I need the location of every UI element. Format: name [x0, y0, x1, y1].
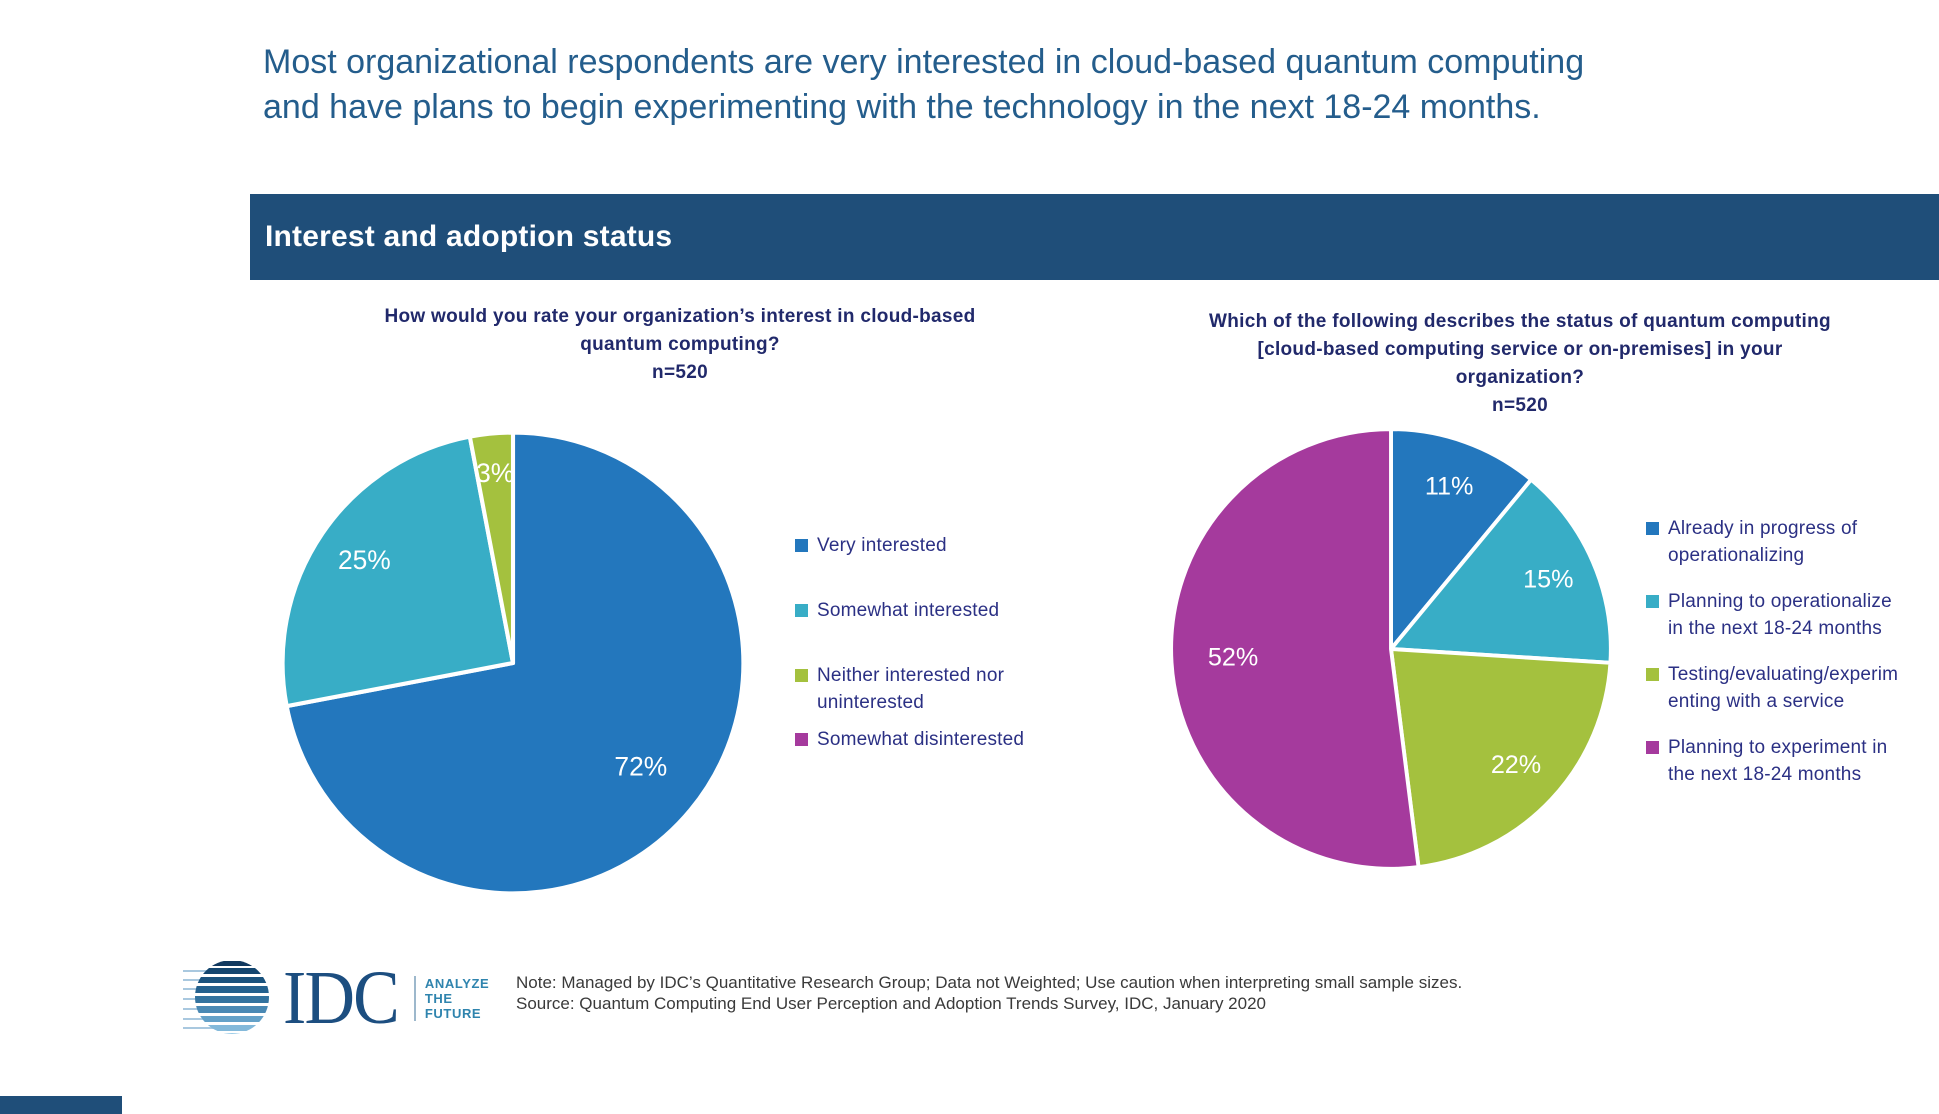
slice-label-planning-to-operationalize-in-the-next-18-24-months: 15%: [1523, 566, 1573, 594]
page-title-line-2: and have plans to begin experimenting wi…: [263, 87, 1541, 126]
idc-globe-icon: [183, 961, 269, 1034]
slice-label-already-in-progress-of-operationalizing: 11%: [1425, 472, 1474, 500]
right-chart-question-line-2: [cloud-based computing service or on-pre…: [1257, 339, 1783, 360]
idc-tagline-line-2: THE: [424, 990, 453, 1006]
idc-tagline-line-3: FUTURE: [424, 1005, 482, 1021]
page-title: Most organizational respondents are very…: [263, 40, 1713, 130]
pie-slice-testing-evaluating-experimenting-with-a-service: [1389, 647, 1613, 870]
right-chart-sample-size: n=520: [1492, 395, 1548, 416]
pie-slice-neither-interested-nor-uninterested: [467, 430, 516, 666]
slice-label-planning-to-experiment-in-the-next-18-24-months: 52%: [1208, 644, 1258, 672]
idc-tagline-line-1: ANALYZE: [424, 975, 490, 991]
left-chart-sample-size: n=520: [652, 362, 708, 383]
legend-swatch-icon: [795, 733, 808, 746]
legend-item-testing-evaluating-experimenting-with-a-service: Testing/evaluating/experim enting with a …: [1646, 661, 1898, 715]
left-chart-question-line-1: How would you rate your organization’s i…: [384, 306, 976, 327]
slice-label-very-interested: 72%: [614, 752, 667, 782]
adoption-status-pie-legend: Already in progress of operationalizing Pl…: [1646, 515, 1898, 807]
legend-label: Already in progress of operationalizing: [1668, 518, 1858, 566]
legend-swatch-icon: [1646, 595, 1659, 608]
legend-label: Somewhat disinterested: [817, 729, 1025, 750]
legend-item-already-in-progress-of-operationalizing: Already in progress of operationalizing: [1646, 515, 1898, 569]
pie-slice-somewhat-interested: [280, 434, 516, 709]
legend-item-somewhat-disinterested: Somewhat disinterested: [795, 726, 1024, 753]
left-chart-question: How would you rate your organization’s i…: [330, 303, 1030, 387]
legend-swatch-icon: [795, 604, 808, 617]
legend-item-very-interested: Very interested: [795, 532, 1024, 559]
interest-pie-legend: Very interested Somewhat interested Neithe…: [795, 532, 1024, 791]
legend-label: Neither interested nor uninterested: [817, 665, 1005, 713]
slice-label-testing-evaluating-experimenting-with-a-service: 22%: [1491, 751, 1541, 779]
legend-swatch-icon: [1646, 741, 1659, 754]
interest-pie-chart: 72% 25% 3% 0%: [280, 423, 746, 896]
legend-label: Very interested: [817, 535, 947, 556]
bottom-accent-strip: [0, 1096, 122, 1114]
legend-item-neither-interested-nor-uninterested: Neither interested nor uninterested: [795, 662, 1024, 716]
legend-label: Planning to experiment in the next 18-24 …: [1668, 737, 1888, 785]
footer-source-line: Source: Quantum Computing End User Perce…: [516, 994, 1266, 1013]
legend-label: Somewhat interested: [817, 600, 1000, 621]
legend-item-somewhat-interested: Somewhat interested: [795, 597, 1024, 624]
legend-label: Testing/evaluating/experim enting with a …: [1668, 664, 1899, 712]
page-title-line-1: Most organizational respondents are very…: [263, 43, 1585, 81]
right-chart-question-line-3: organization?: [1455, 367, 1585, 388]
legend-swatch-icon: [1646, 522, 1659, 535]
right-chart-question-line-1: Which of the following describes the sta…: [1209, 311, 1831, 332]
idc-logo: IDC ANALYZE THE FUTURE: [183, 958, 489, 1038]
slice-label-somewhat-interested: 25%: [338, 545, 391, 575]
left-chart-question-line-2: quantum computing?: [580, 334, 780, 355]
right-chart-question: Which of the following describes the sta…: [1150, 308, 1890, 420]
footer-note-line: Note: Managed by IDC’s Quantitative Rese…: [516, 973, 1463, 992]
legend-swatch-icon: [795, 539, 808, 552]
adoption-status-pie-chart: 11% 15% 22% 52%: [1169, 427, 1613, 871]
legend-swatch-icon: [795, 669, 808, 682]
legend-item-planning-to-operationalize-in-the-next-18-24-months: Planning to operationalize in the next 18…: [1646, 588, 1898, 642]
idc-tagline: ANALYZE THE FUTURE: [413, 975, 490, 1021]
section-banner-title: Interest and adoption status: [265, 220, 673, 253]
idc-wordmark: IDC: [283, 956, 400, 1040]
legend-item-planning-to-experiment-in-the-next-18-24-months: Planning to experiment in the next 18-24 …: [1646, 734, 1898, 788]
legend-swatch-icon: [1646, 668, 1659, 681]
slice-label-somewhat-disinterested: 0%: [494, 423, 532, 427]
legend-label: Planning to operationalize in the next 18…: [1668, 591, 1892, 639]
section-banner: Interest and adoption status: [250, 194, 1939, 280]
pie-slice-planning-to-operationalize-in-the-next-18-24-months: [1389, 477, 1613, 665]
slice-label-neither-interested-nor-uninterested: 3%: [476, 458, 514, 488]
pie-slice-planning-to-experiment-in-the-next-18-24-months: [1169, 427, 1421, 871]
footer-notes: Note: Managed by IDC’s Quantitative Rese…: [516, 972, 1462, 1014]
pie-slice-already-in-progress-of-operationalizing: [1389, 427, 1534, 651]
